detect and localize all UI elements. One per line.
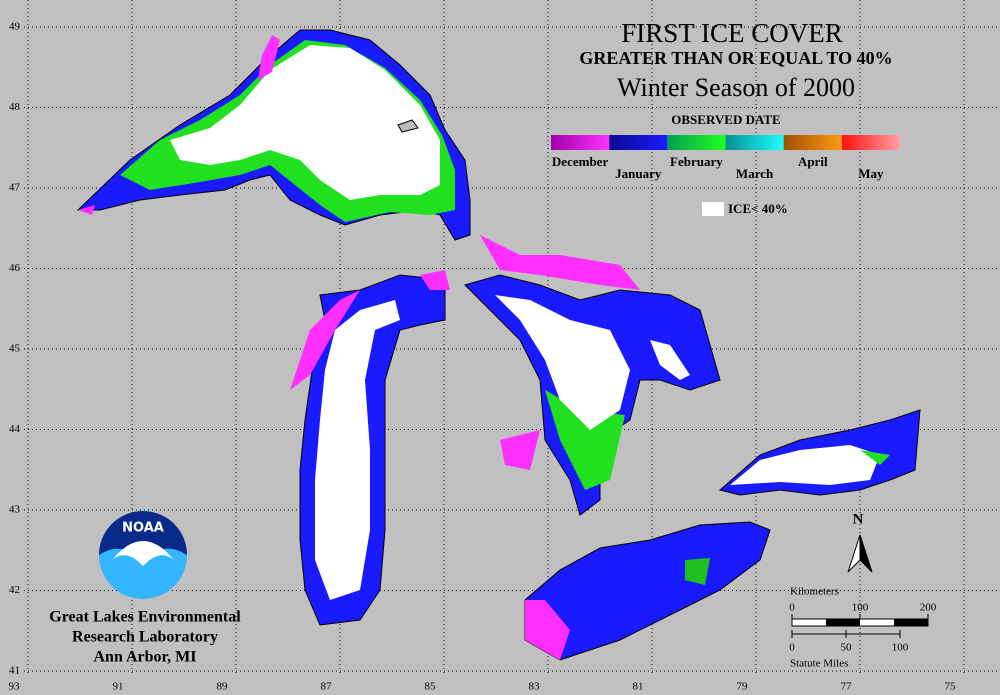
legend-label: May <box>858 166 884 181</box>
legend-swatch <box>551 135 610 150</box>
latitude-label: 42 <box>9 584 20 596</box>
scale-mi-ticks: 0 50 100 <box>789 630 909 654</box>
lake-ontario <box>718 409 921 496</box>
lake-michigan <box>290 270 450 626</box>
lake-superior <box>76 29 471 241</box>
lake-erie <box>524 521 771 661</box>
north-arrow <box>859 534 873 573</box>
longitude-label: 83 <box>529 681 541 693</box>
north-label: N <box>853 511 864 527</box>
latitude-label: 47 <box>9 182 21 194</box>
subtitle: GREATER THAN OR EQUAL TO 40% <box>579 48 892 68</box>
legend-swatch <box>667 135 726 150</box>
longitude-label: 89 <box>217 681 229 693</box>
legend-swatch <box>725 135 784 150</box>
latitude-label: 43 <box>9 504 21 516</box>
latitude-label: 49 <box>9 21 21 33</box>
scale-mi-title: Statute Miles <box>790 658 848 670</box>
scale-mi-tick: 50 <box>841 642 853 654</box>
legend-white-swatch <box>702 202 724 216</box>
scale-bar <box>826 619 860 626</box>
longitude-label: 93 <box>9 681 21 693</box>
legend-label: March <box>736 166 774 181</box>
latitude-label: 45 <box>9 343 21 355</box>
legend-title: OBSERVED DATE <box>671 112 780 127</box>
organization-line: Ann Arbor, MI <box>94 649 197 666</box>
legend-label: December <box>552 154 609 169</box>
season: Winter Season of 2000 <box>617 73 855 102</box>
legend-label: February <box>670 154 723 169</box>
longitude-label: 79 <box>737 681 749 693</box>
logo-text: NOAA <box>122 521 164 536</box>
longitude-label: 91 <box>113 681 124 693</box>
legend-label: April <box>798 154 828 169</box>
scale-km-tick: 0 <box>789 602 795 614</box>
scale-km-tick: 100 <box>852 602 869 614</box>
scale-km-ticks: 0 100 200 <box>789 602 937 619</box>
legend-swatch <box>609 135 668 150</box>
noaa-logo: NOAA <box>99 511 187 599</box>
lake-huron <box>464 235 721 516</box>
legend-label: January <box>615 166 662 181</box>
organization-line: Great Lakes Environmental <box>49 609 241 626</box>
longitude-label: 75 <box>945 681 957 693</box>
scale-mi-tick: 100 <box>892 642 909 654</box>
latitude-label: 46 <box>9 262 21 274</box>
legend-swatch <box>841 135 900 150</box>
longitude-label: 87 <box>321 681 333 693</box>
organization-line: Research Laboratory <box>72 629 218 646</box>
latitude-label: 41 <box>9 665 20 677</box>
legend: December January February March April May <box>551 135 900 181</box>
longitude-label: 81 <box>633 681 644 693</box>
scale-mi-tick: 0 <box>789 642 795 654</box>
longitude-label: 85 <box>425 681 437 693</box>
scale-bar <box>894 619 928 626</box>
legend-white-label: ICE< 40% <box>728 201 788 216</box>
scale-km-title: Kilometers <box>790 586 839 598</box>
title: FIRST ICE COVER <box>621 18 843 48</box>
latitude-label: 44 <box>9 423 21 435</box>
scale-km-tick: 200 <box>920 602 937 614</box>
legend-swatch <box>783 135 842 150</box>
latitude-label: 48 <box>9 101 21 113</box>
longitude-label: 77 <box>841 681 853 693</box>
